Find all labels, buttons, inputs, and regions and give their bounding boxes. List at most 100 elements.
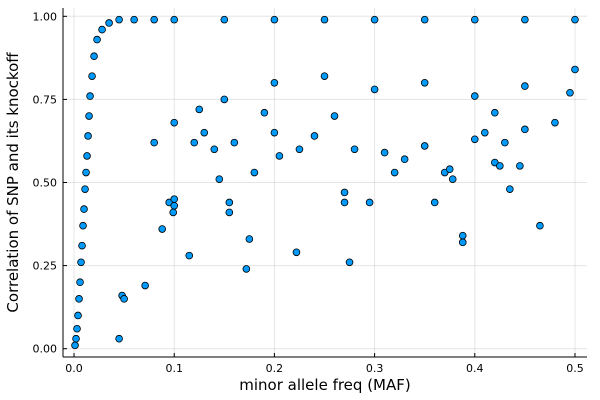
- scatter-point: [115, 334, 123, 343]
- scatter-point: [71, 341, 79, 350]
- scatter-point: [501, 138, 509, 147]
- scatter-point: [270, 128, 279, 137]
- x-tick-label: 0.4: [466, 362, 484, 375]
- scatter-point: [80, 205, 88, 213]
- scatter-point: [93, 35, 101, 44]
- scatter-point: [195, 105, 204, 114]
- scatter-point: [365, 198, 374, 207]
- scatter-point: [551, 118, 559, 127]
- scatter-point: [150, 138, 158, 147]
- scatter-point: [215, 175, 224, 183]
- scatter-point: [270, 15, 279, 24]
- scatter-point: [420, 78, 429, 87]
- scatter-point: [390, 168, 399, 177]
- scatter-point: [420, 15, 429, 24]
- scatter-point: [84, 132, 92, 140]
- y-tick-label: 0.00: [33, 343, 58, 356]
- scatter-point: [170, 118, 179, 127]
- scatter-point: [200, 128, 209, 137]
- scatter-point: [72, 334, 80, 343]
- x-tick-label: 0.1: [165, 362, 183, 375]
- scatter-point: [73, 324, 81, 333]
- x-axis-label: minor allele freq (MAF): [239, 376, 411, 394]
- scatter-point: [158, 225, 166, 233]
- scatter-point: [225, 208, 234, 217]
- x-tick-label: 0.2: [266, 362, 284, 375]
- scatter-point: [496, 162, 504, 170]
- y-axis-label: Correlation of SNP and its knockoff: [4, 52, 22, 313]
- scatter-point: [77, 258, 85, 267]
- scatter-point: [430, 198, 439, 207]
- scatter-point: [275, 152, 284, 160]
- scatter-point: [115, 15, 123, 24]
- scatter-point: [445, 165, 454, 174]
- scatter-point: [350, 145, 359, 154]
- scatter-point: [230, 138, 239, 147]
- scatter-point: [81, 185, 89, 193]
- scatter-point: [470, 15, 479, 24]
- scatter-point: [521, 82, 529, 90]
- tick-labels: 0.0 0.1 0.2 0.3 0.4 0.5 0.00 0.25 0.50 0.75 1.00: [33, 10, 584, 375]
- scatter-point: [79, 221, 87, 230]
- scatter-point: [85, 112, 93, 120]
- y-tick-label: 0.25: [33, 260, 58, 273]
- scatter-point: [310, 132, 319, 140]
- scatter-point: [571, 65, 579, 74]
- scatter-point: [245, 235, 254, 243]
- scatter-point: [340, 198, 349, 207]
- scatter-point: [380, 148, 389, 157]
- scatter-point: [340, 188, 349, 197]
- scatter-point: [150, 15, 158, 24]
- scatter-point: [242, 265, 251, 273]
- x-tick-label: 0.0: [65, 362, 83, 375]
- scatter-point: [105, 19, 113, 27]
- scatter-point: [295, 145, 304, 154]
- scatter-point: [130, 15, 138, 24]
- scatter-point: [470, 135, 479, 144]
- y-tick-label: 0.50: [33, 177, 58, 190]
- axes: [62, 8, 587, 358]
- scatter-point: [169, 208, 178, 217]
- scatter-point: [571, 15, 579, 24]
- scatter-point: [320, 72, 329, 80]
- scatter-point: [448, 175, 457, 183]
- scatter-point: [506, 185, 514, 193]
- scatter-point: [521, 15, 529, 24]
- scatter-point: [170, 201, 179, 210]
- scatter-point: [370, 15, 379, 24]
- x-tick-label: 0.3: [366, 362, 384, 375]
- y-tick-label: 0.75: [33, 93, 58, 106]
- scatter-point: [566, 88, 574, 97]
- scatter-point: [170, 195, 179, 203]
- scatter-point: [320, 15, 329, 24]
- scatter-point: [210, 145, 219, 154]
- scatter-point: [83, 152, 91, 160]
- scatter-point: [345, 258, 354, 267]
- scatter-point: [75, 295, 83, 303]
- scatter-point: [86, 92, 94, 100]
- scatter-point: [90, 52, 98, 60]
- scatter-point: [76, 278, 84, 287]
- scatter-point: [74, 311, 82, 320]
- scatter-point: [185, 251, 194, 260]
- scatter-point: [225, 198, 234, 207]
- scatter-point: [521, 125, 529, 134]
- scatter-point: [536, 221, 544, 230]
- grid-lines: [63, 8, 587, 357]
- scatter-point: [141, 281, 149, 290]
- scatter-point: [88, 72, 96, 80]
- y-tick-label: 1.00: [33, 10, 58, 23]
- scatter-point: [78, 241, 86, 250]
- scatter-point: [82, 168, 90, 177]
- scatter-point: [260, 108, 269, 117]
- scatter-point: [220, 15, 229, 24]
- scatter-point: [491, 108, 499, 117]
- scatter-point: [370, 85, 379, 94]
- scatter-point: [98, 25, 106, 34]
- scatter-point: [481, 128, 489, 137]
- scatter-point: [516, 162, 524, 170]
- scatter-point: [190, 138, 199, 147]
- scatter-point: [292, 248, 301, 257]
- x-tick-label: 0.5: [566, 362, 584, 375]
